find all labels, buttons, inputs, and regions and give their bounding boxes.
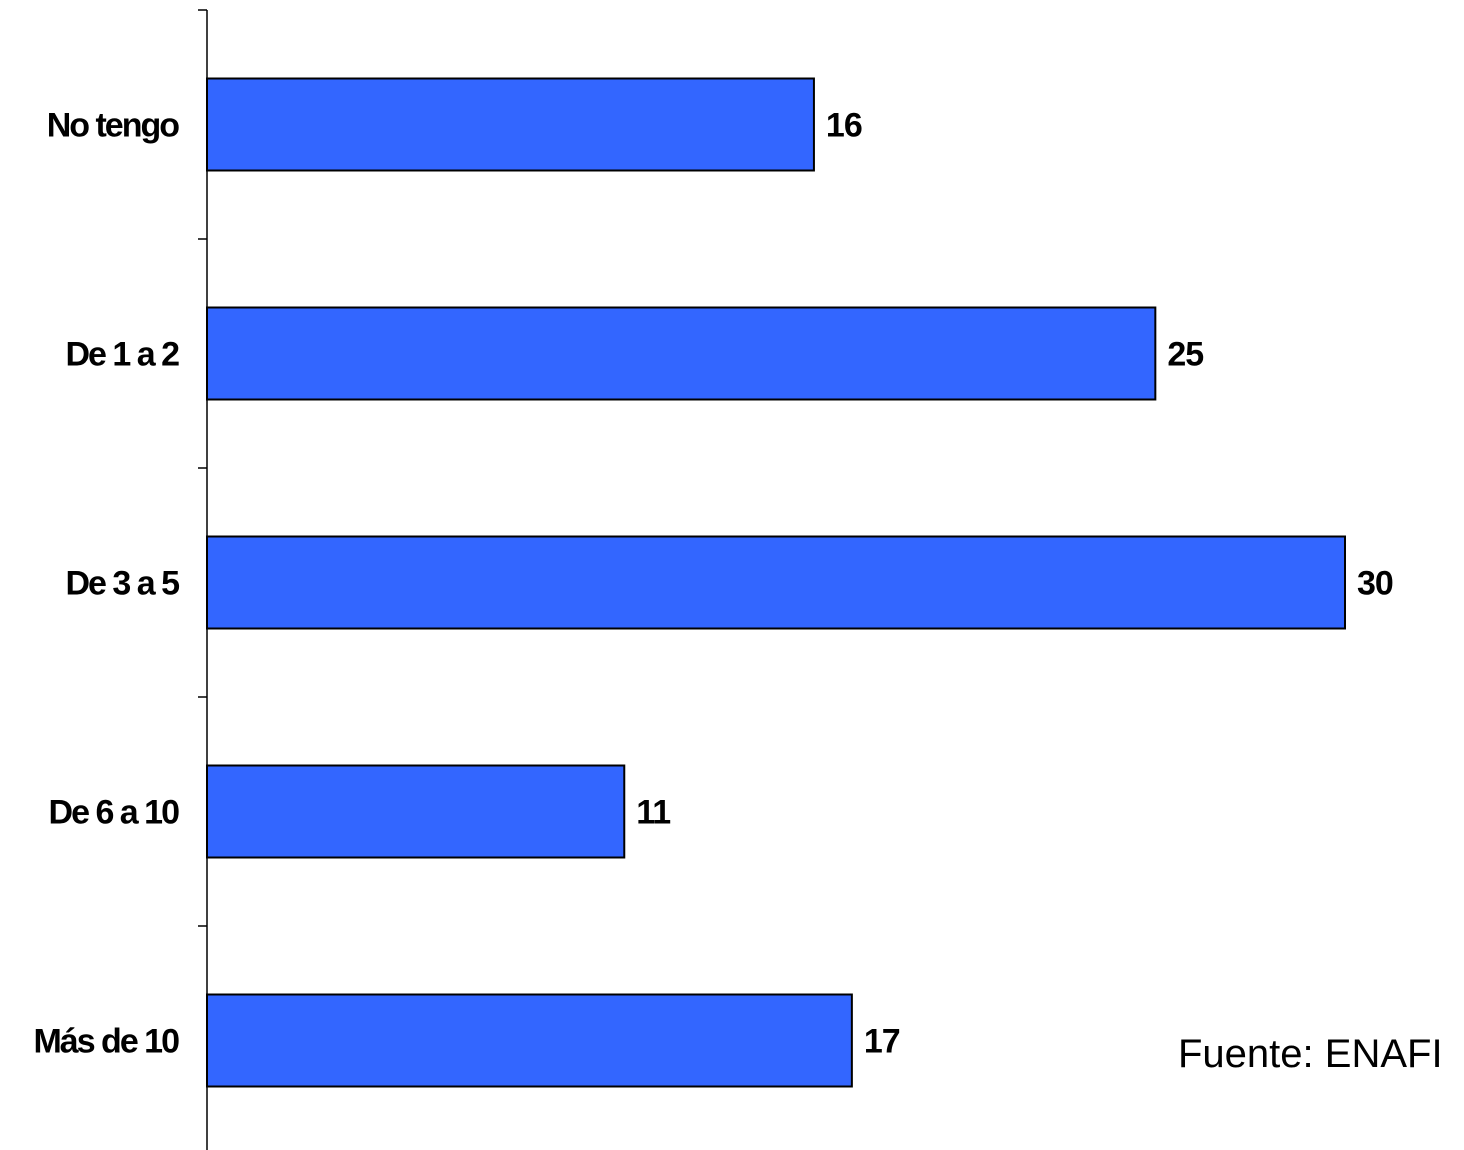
bar bbox=[206, 764, 626, 859]
bar bbox=[206, 77, 815, 172]
bar bbox=[206, 306, 1157, 401]
axis-ticks bbox=[198, 9, 207, 927]
data-label: 17 bbox=[864, 1023, 900, 1061]
category-label: Más de 10 bbox=[33, 1023, 179, 1061]
bar bbox=[206, 993, 853, 1088]
data-label: 25 bbox=[1167, 336, 1203, 374]
data-label: 11 bbox=[636, 794, 670, 832]
data-label: 16 bbox=[826, 107, 862, 145]
bar bbox=[206, 535, 1346, 630]
category-label: De 6 a 10 bbox=[49, 794, 180, 832]
bars-group bbox=[206, 77, 1346, 1088]
category-label: De 3 a 5 bbox=[65, 565, 179, 603]
source-note: Fuente: ENAFI bbox=[1178, 1032, 1443, 1076]
category-label: De 1 a 2 bbox=[65, 336, 179, 374]
value-labels: 16 25 30 11 17 bbox=[636, 107, 1394, 1061]
data-label: 30 bbox=[1357, 565, 1393, 603]
category-label: No tengo bbox=[47, 107, 180, 145]
category-labels: No tengo De 1 a 2 De 3 a 5 De 6 a 10 Más de … bbox=[33, 107, 181, 1061]
